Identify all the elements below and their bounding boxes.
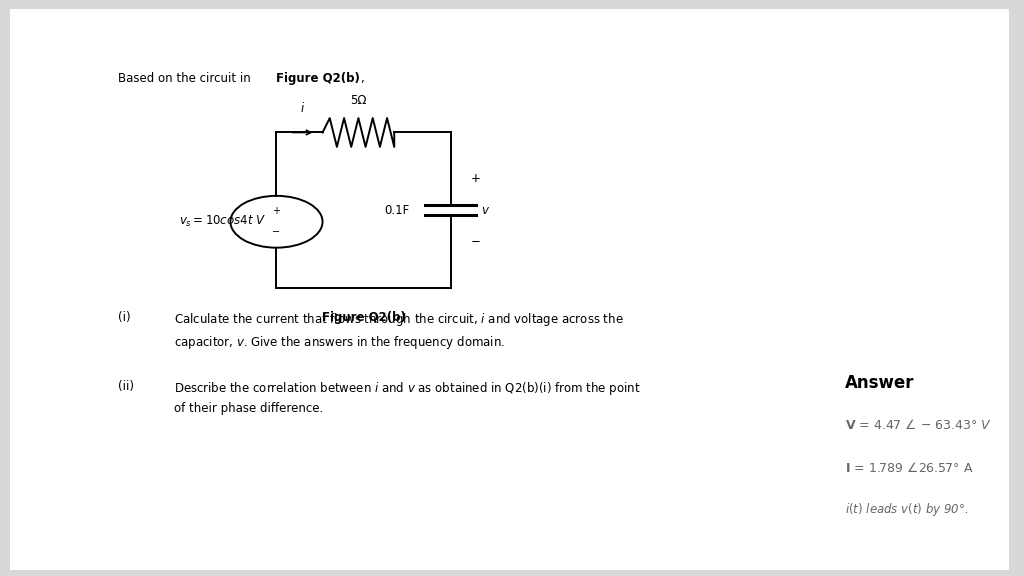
Text: Figure Q2(b): Figure Q2(b) <box>276 72 360 85</box>
Text: $i$: $i$ <box>300 101 305 115</box>
Text: ,: , <box>360 72 365 85</box>
Text: −: − <box>471 236 481 248</box>
FancyBboxPatch shape <box>10 9 1009 570</box>
Text: 5Ω: 5Ω <box>350 93 367 107</box>
Text: +: + <box>471 172 481 185</box>
Text: (ii): (ii) <box>118 380 134 393</box>
Text: (i): (i) <box>118 311 130 324</box>
Text: Answer: Answer <box>845 374 914 392</box>
Text: 0.1F: 0.1F <box>384 204 410 217</box>
Text: $\mathbf{I}$ = 1.789 $\angle$26.57° A: $\mathbf{I}$ = 1.789 $\angle$26.57° A <box>845 461 974 475</box>
Text: −: − <box>272 227 281 237</box>
Text: Based on the circuit in: Based on the circuit in <box>118 72 254 85</box>
Text: $v_s = 10cos4t\ V$: $v_s = 10cos4t\ V$ <box>179 214 266 229</box>
Text: Describe the correlation between $i$ and $v$ as obtained in Q2(b)(i) from the po: Describe the correlation between $i$ and… <box>174 380 641 415</box>
Text: $i(t)$ leads $v(t)$ by 90°.: $i(t)$ leads $v(t)$ by 90°. <box>845 501 969 518</box>
Text: +: + <box>272 206 281 217</box>
Text: Figure Q2(b): Figure Q2(b) <box>322 311 406 324</box>
Text: Calculate the current that flows through the circuit, $i$ and voltage across the: Calculate the current that flows through… <box>174 311 624 351</box>
Text: $v$: $v$ <box>481 204 490 217</box>
Text: $\mathbf{V}$ = 4.47 $\angle$ $-$ 63.43° $V$: $\mathbf{V}$ = 4.47 $\angle$ $-$ 63.43° … <box>845 418 991 431</box>
